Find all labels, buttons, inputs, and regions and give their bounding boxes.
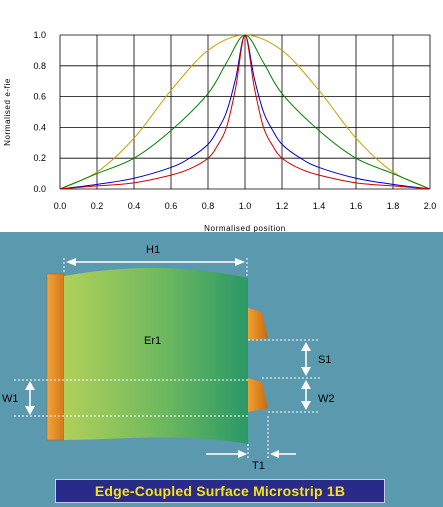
microstrip-diagram: H1 Er1 S1 W1 W2 T1 [0,232,443,507]
dimension-arrows [25,258,311,458]
ground-plane [46,273,65,441]
x-tick-label: 2.0 [424,201,437,211]
series-line-4 [59,34,431,190]
w1-label: W1 [2,393,19,405]
efield-chart: 0.0 0.2 0.4 0.6 0.8 1.0 1.2 1.4 1.6 1.8 2.0 0.0 0.2 0… [0,0,443,232]
chart-series-group [59,34,431,190]
x-tick-label: 1.4 [313,201,326,211]
w2-label: W2 [318,393,335,405]
x-tick-label: 1.8 [387,201,400,211]
h1-label: H1 [146,244,160,256]
chart-grid [59,34,431,190]
x-tick-label: 1.0 [239,201,252,211]
x-tick-label: 0.2 [91,201,104,211]
s1-label: S1 [318,354,331,366]
t1-label: T1 [252,460,265,472]
top-conductor [248,308,268,340]
x-tick-label: 1.6 [350,201,363,211]
bottom-conductor [248,378,268,412]
y-tick-label: 0.0 [33,184,46,194]
y-tick-label: 0.2 [33,153,46,163]
diagram-title-banner: Edge-Coupled Surface Microstrip 1B [55,479,385,503]
x-tick-label: 0.8 [202,201,215,211]
diagram-svg: H1 Er1 S1 W1 W2 T1 [2,244,335,472]
chart-svg: 0.0 0.2 0.4 0.6 0.8 1.0 1.2 1.4 1.6 1.8 2.0 0.0 0.2 0… [3,30,436,232]
chart-tick-labels: 0.0 0.2 0.4 0.6 0.8 1.0 1.2 1.4 1.6 1.8 2.0 0.0 0.2 0… [33,30,436,211]
y-tick-label: 0.6 [33,92,46,102]
er1-label: Er1 [144,335,161,347]
diagram-title: Edge-Coupled Surface Microstrip 1B [94,483,346,499]
x-tick-label: 1.2 [276,201,289,211]
x-axis-label: Normalised position [204,224,286,232]
y-tick-label: 0.4 [33,122,46,132]
substrate [64,268,248,444]
y-tick-label: 1.0 [33,30,46,40]
x-tick-label: 0.0 [54,201,67,211]
y-axis-label: Normalised e-fie [3,78,12,146]
y-tick-label: 0.8 [33,61,46,71]
x-tick-label: 0.4 [128,201,141,211]
x-tick-label: 0.6 [165,201,178,211]
extension-lines [14,258,320,460]
